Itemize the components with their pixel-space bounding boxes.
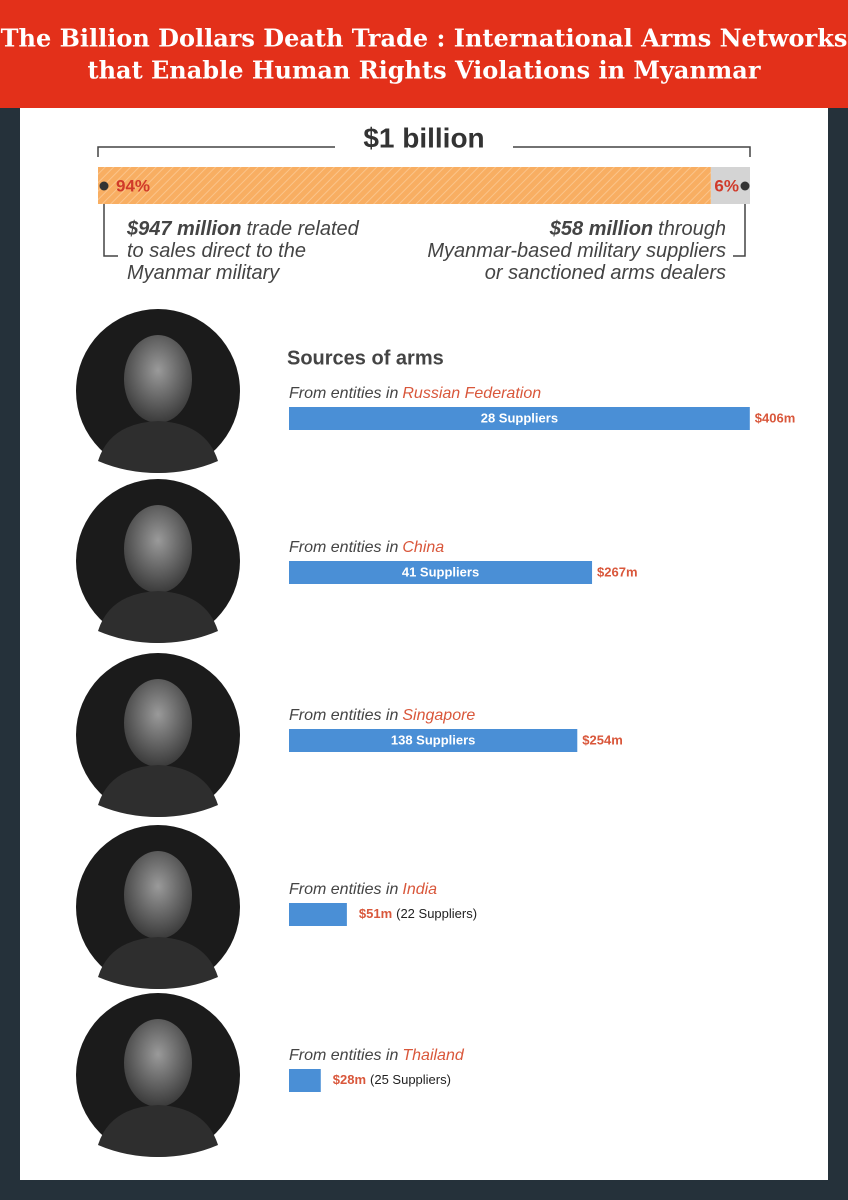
title-line: The Billion Dollars Death Trade : Intern… <box>1 24 848 53</box>
annotation-text: Myanmar-based military suppliers <box>427 240 726 262</box>
supplier-label: 41 Suppliers <box>402 564 479 579</box>
annotation: $947 million trade related <box>126 218 360 240</box>
row-label: From entities in India <box>289 881 437 898</box>
connector <box>103 186 746 257</box>
annotation-text: trade related <box>247 218 360 240</box>
portrait-face <box>124 505 192 593</box>
row-country: Thailand <box>402 1047 464 1064</box>
percent-label: 94% <box>116 176 150 195</box>
annotation-text: through <box>658 218 726 240</box>
row-prefix: From entities in <box>289 1047 398 1064</box>
portrait-body <box>98 421 218 473</box>
value-label-group: $51m (22 Suppliers) <box>359 906 477 921</box>
percent-label: 6% <box>714 176 739 195</box>
row-prefix: From entities in <box>289 707 398 724</box>
value-label: $406m <box>755 410 795 425</box>
supplier-label: (22 Suppliers) <box>396 906 477 921</box>
portrait-body <box>98 765 218 817</box>
supplier-label: 138 Suppliers <box>391 732 476 747</box>
portrait-body <box>98 937 218 989</box>
bar <box>289 407 750 430</box>
annotation-text: or sanctioned arms dealers <box>485 262 726 284</box>
bar <box>289 729 578 752</box>
row-label: From entities in China <box>289 539 444 556</box>
section-title: Sources of arms <box>287 347 444 369</box>
bar <box>289 561 593 584</box>
stack-segment <box>98 167 711 204</box>
row-country: Russian Federation <box>402 385 541 402</box>
title-line: that Enable Human Rights Violations in M… <box>87 56 760 85</box>
portrait-body <box>98 1105 218 1157</box>
row-label: From entities in Singapore <box>289 707 475 724</box>
portrait-face <box>124 335 192 423</box>
annotation-bold: $947 million <box>126 218 242 240</box>
supplier-label: 28 Suppliers <box>481 410 558 425</box>
row-country: Singapore <box>402 707 475 724</box>
header <box>0 0 848 108</box>
value-label: $267m <box>597 564 637 579</box>
dot <box>99 181 109 191</box>
total-label: $1 billion <box>363 122 484 153</box>
bracket <box>97 146 751 157</box>
value-label: $51m <box>359 906 392 921</box>
portrait-body <box>98 591 218 643</box>
row-prefix: From entities in <box>289 881 398 898</box>
bar <box>289 1069 321 1092</box>
annotation-bold: $58 million <box>549 218 653 240</box>
row-prefix: From entities in <box>289 385 398 402</box>
dot <box>740 181 750 191</box>
bar <box>289 903 347 926</box>
row-country: China <box>402 539 444 556</box>
supplier-label: (25 Suppliers) <box>370 1072 451 1087</box>
value-label: $254m <box>582 732 622 747</box>
portrait-face <box>124 1019 192 1107</box>
row-prefix: From entities in <box>289 539 398 556</box>
annotation: Myanmar military <box>127 262 280 284</box>
value-label: $28m <box>333 1072 366 1087</box>
portrait-face <box>124 679 192 767</box>
row-label: From entities in Thailand <box>289 1047 465 1064</box>
row-label: From entities in Russian Federation <box>289 385 541 402</box>
annotation: Myanmar-based military suppliers <box>427 240 726 262</box>
annotation: to sales direct to the <box>127 240 306 262</box>
annotation-text: to sales direct to the <box>127 240 306 262</box>
portrait-face <box>124 851 192 939</box>
value-label-group: $28m (25 Suppliers) <box>333 1072 451 1087</box>
annotation: or sanctioned arms dealers <box>485 262 726 284</box>
row-country: India <box>402 881 437 898</box>
annotation: $58 million through <box>549 218 726 240</box>
annotation-text: Myanmar military <box>127 262 280 284</box>
